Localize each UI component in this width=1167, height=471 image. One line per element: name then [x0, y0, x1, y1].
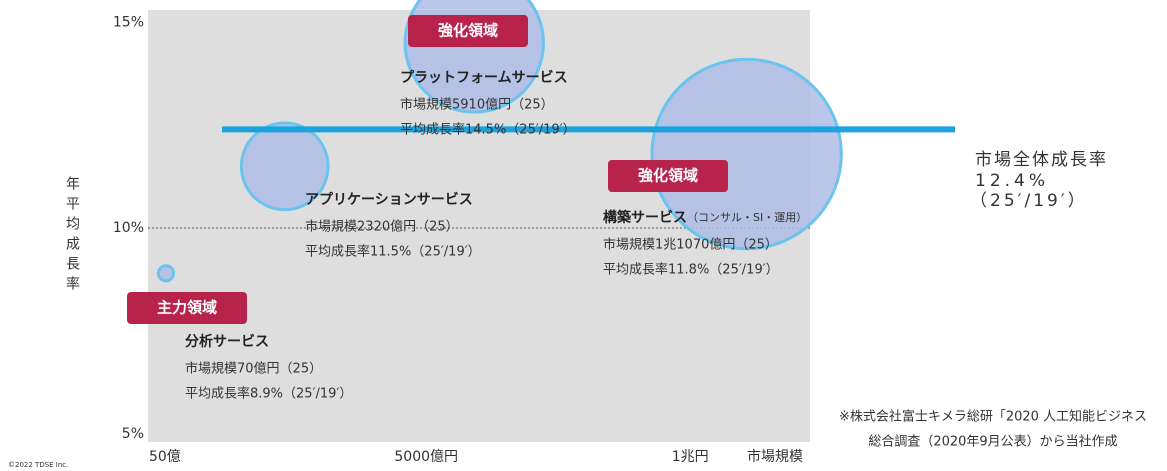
bubble-name: 分析サービス: [185, 333, 269, 350]
bubble: [239, 121, 330, 212]
footnote: ※株式会社富士キメラ総研「2020 人工知能ビジネス: [839, 409, 1147, 425]
y-tick-label: 5%: [122, 426, 144, 442]
bubble: [156, 264, 175, 283]
bubble-note: （コンサル・SI・運用）: [687, 211, 807, 224]
footnote: 総合調査（2020年9月公表）から当社作成: [868, 434, 1117, 450]
size-label: 市場規模5910億円（25）: [400, 97, 554, 113]
bubble: [650, 57, 843, 251]
reference-period: （25′/19′）: [970, 191, 1088, 211]
y-tick-label: 15%: [113, 14, 144, 30]
reference-value: 12.4%: [975, 171, 1049, 191]
growth-label: 平均成長率11.8%（25′/19′）: [603, 262, 779, 278]
badge-label: 強化領域: [438, 22, 498, 40]
y-axis-label: 年平均成長率: [64, 176, 80, 296]
reference-name: 市場全体成長率: [975, 150, 1108, 170]
bubble-name: アプリケーションサービス: [305, 192, 473, 208]
x-tick-label: 50億: [149, 449, 181, 465]
badge: [608, 160, 728, 192]
x-tick-label: 1兆円: [672, 449, 709, 465]
growth-label: 平均成長率11.5%（25′/19′）: [305, 244, 481, 260]
badge-label: 強化領域: [638, 167, 698, 185]
x-axis-label: 市場規模: [747, 448, 803, 465]
badge-label: 主力領域: [157, 299, 217, 317]
size-label: 市場規模1兆1070億円（25）: [603, 237, 778, 253]
growth-label: 平均成長率14.5%（25′/19′）: [400, 122, 576, 138]
size-label: 市場規模70億円（25）: [185, 361, 322, 377]
bubble-name: 構築サービス: [603, 209, 687, 226]
growth-label: 平均成長率8.9%（25′/19′）: [185, 386, 352, 402]
y-tick-label: 10%: [113, 220, 144, 236]
size-label: 市場規模2320億円（25）: [305, 219, 459, 235]
badge: [127, 292, 247, 324]
x-tick-label: 5000億円: [394, 449, 458, 465]
bubble-name: プラットフォームサービス: [400, 70, 568, 86]
copyright: ©2022 TDSE Inc.: [8, 461, 68, 469]
badge: [408, 15, 528, 47]
